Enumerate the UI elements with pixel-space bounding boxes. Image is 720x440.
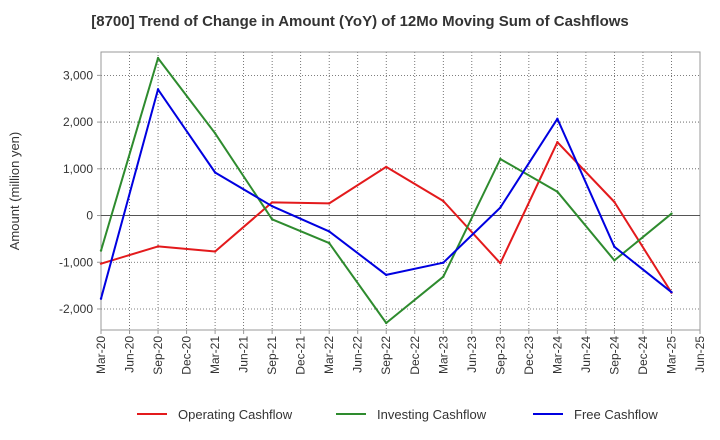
x-tick-label: Jun-20: [123, 336, 137, 373]
operating-cashflow-point: [99, 262, 103, 265]
free-cashflow-point: [385, 273, 388, 277]
x-tick-label: Dec-21: [294, 336, 308, 375]
investing-cashflow-point: [213, 132, 217, 135]
x-tick-labels: Mar-20 Jun-20 Sep-20 Dec-20 Mar-21 Jun-21 Sep-…: [94, 330, 707, 375]
operating-cashflow-point: [442, 199, 445, 203]
investing-cashflow-point: [385, 321, 388, 325]
y-tick-label: -2,000: [59, 302, 93, 316]
x-tick-label: Jun-24: [579, 336, 593, 373]
x-tick-label: Sep-22: [379, 336, 393, 375]
series-layer: [99, 56, 673, 325]
free-cashflow-legend-label: Free Cashflow: [574, 407, 658, 422]
plot-frame: [100, 51, 701, 331]
operating-cashflow-point: [556, 140, 559, 144]
free-cashflow-point: [499, 206, 502, 209]
free-cashflow-point: [213, 171, 217, 174]
operating-cashflow-legend-label: Operating Cashflow: [178, 407, 293, 422]
free-cashflow-point: [556, 117, 559, 121]
x-tick-label: Mar-21: [208, 336, 222, 374]
x-tick-label: Dec-23: [522, 336, 536, 375]
free-cashflow-point: [99, 297, 103, 300]
x-tick-label: Mar-22: [322, 336, 336, 374]
investing-cashflow-point: [99, 249, 103, 252]
free-cashflow-point: [613, 245, 616, 249]
operating-cashflow-point: [327, 202, 331, 205]
investing-cashflow-point: [556, 190, 559, 193]
legend: Operating Cashflow Investing Cashflow Free…: [137, 407, 658, 422]
investing-cashflow-point: [156, 56, 160, 60]
investing-cashflow-legend-label: Investing Cashflow: [377, 407, 487, 422]
x-tick-label: Sep-20: [151, 336, 165, 375]
operating-cashflow-point: [613, 200, 616, 204]
operating-cashflow-point: [270, 201, 274, 204]
investing-cashflow-point: [613, 259, 616, 262]
free-cashflow-point: [327, 230, 331, 233]
operating-cashflow-point: [156, 245, 160, 248]
y-tick-label: 2,000: [63, 115, 93, 129]
operating-cashflow-point: [213, 250, 217, 253]
investing-cashflow-point: [670, 212, 673, 215]
free-cashflow-point: [156, 88, 160, 91]
x-tick-label: Sep-23: [493, 336, 507, 375]
x-tick-label: Dec-22: [408, 336, 422, 375]
x-tick-label: Mar-23: [436, 336, 450, 374]
chart-title: [8700] Trend of Change in Amount (YoY) o…: [91, 13, 629, 30]
investing-cashflow-point: [327, 241, 331, 245]
free-cashflow-point: [270, 204, 274, 208]
x-tick-label: Sep-21: [265, 336, 279, 375]
free-cashflow-line: [100, 88, 673, 299]
y-tick-label: 3,000: [63, 68, 93, 82]
y-axis-label: Amount (million yen): [7, 132, 22, 251]
x-tick-label: Jun-23: [465, 336, 479, 373]
x-tick-label: Sep-24: [607, 336, 621, 375]
x-tick-label: Mar-20: [94, 336, 108, 374]
free-cashflow-point: [670, 290, 673, 294]
operating-cashflow-point: [499, 261, 502, 265]
investing-cashflow-point: [499, 157, 502, 161]
y-tick-label: 0: [86, 209, 93, 223]
investing-cashflow-point: [442, 275, 445, 278]
investing-cashflow-point: [270, 218, 274, 221]
y-tick-label: 1,000: [63, 162, 93, 176]
grid-layer: [101, 52, 700, 330]
y-tick-label: -1,000: [59, 255, 93, 269]
x-tick-label: Jun-25: [693, 336, 707, 373]
x-tick-label: Jun-22: [351, 336, 365, 373]
free-cashflow-point: [442, 261, 445, 264]
y-tick-labels: -2,000 -1,000 0 1,000 2,000 3,000: [59, 68, 101, 316]
x-tick-label: Mar-25: [664, 336, 678, 374]
x-tick-label: Dec-20: [180, 336, 194, 375]
x-tick-label: Mar-24: [550, 336, 564, 374]
x-tick-label: Dec-24: [636, 336, 650, 375]
operating-cashflow-point: [385, 165, 388, 169]
x-tick-label: Jun-21: [237, 336, 251, 373]
